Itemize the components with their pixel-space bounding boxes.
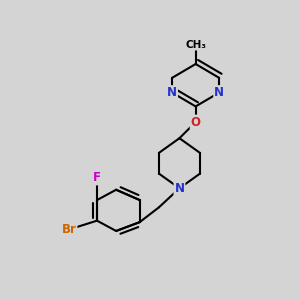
Text: N: N [214, 86, 224, 99]
Text: N: N [167, 86, 177, 99]
Text: Br: Br [61, 223, 76, 236]
Text: CH₃: CH₃ [185, 40, 206, 50]
Text: N: N [174, 182, 184, 195]
Text: O: O [190, 116, 201, 128]
Text: F: F [93, 172, 101, 184]
